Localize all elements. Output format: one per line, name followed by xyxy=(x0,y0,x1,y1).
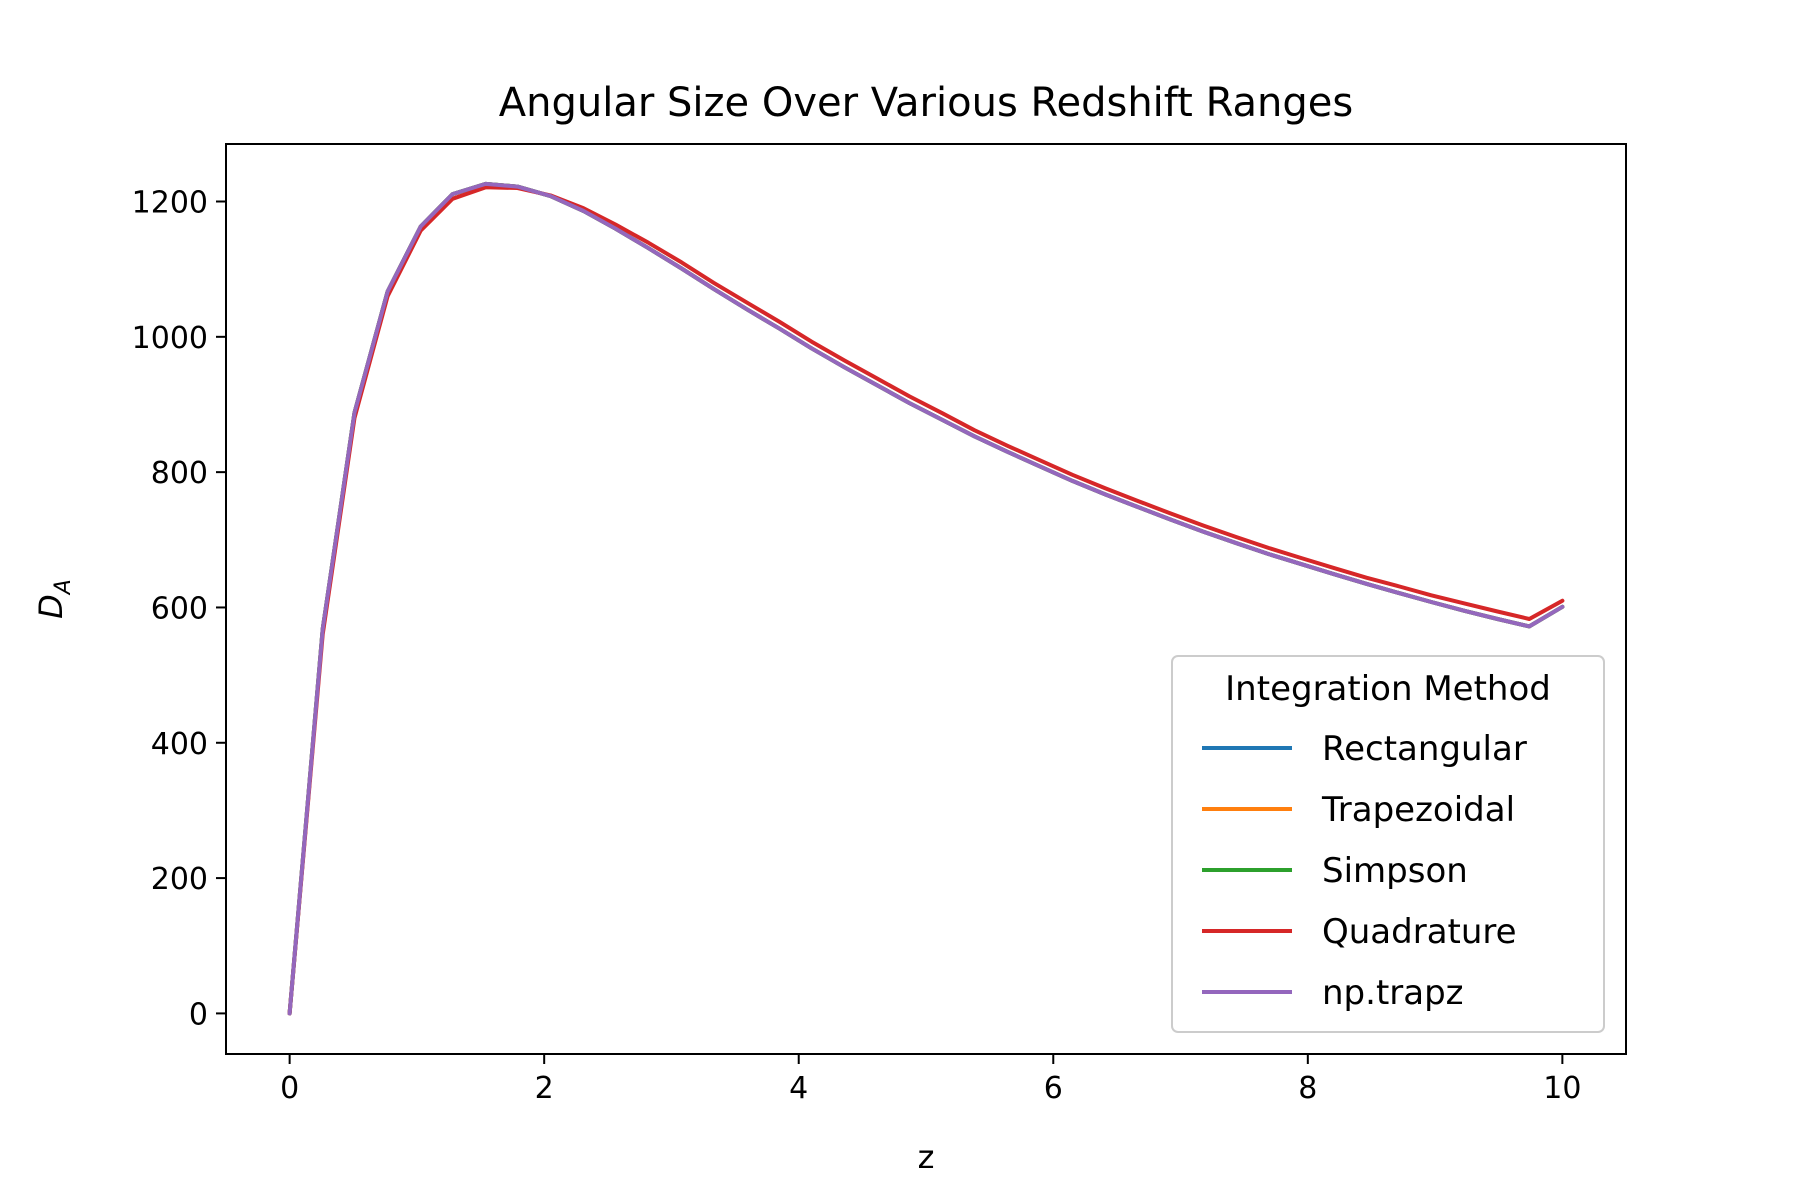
legend-label: Rectangular xyxy=(1322,729,1527,769)
legend-items: Rectangular Trapezoidal Simpson Quadrature n… xyxy=(1202,729,1527,1013)
y-tick-label: 600 xyxy=(151,591,208,626)
chart-title: Angular Size Over Various Redshift Range… xyxy=(499,80,1353,126)
y-tick-label: 400 xyxy=(151,727,208,762)
legend-label: Simpson xyxy=(1322,851,1468,891)
legend-title: Integration Method xyxy=(1225,669,1551,709)
y-axis-label-sub: A xyxy=(51,579,76,596)
series-lines xyxy=(287,181,1565,1016)
y-tick-label: 0 xyxy=(189,997,208,1032)
y-axis-label-main: D xyxy=(32,594,70,619)
x-tick-label: 2 xyxy=(535,1071,554,1106)
y-tick-label: 200 xyxy=(151,862,208,897)
x-axis-label: z xyxy=(918,1138,935,1176)
y-tick-label: 1000 xyxy=(132,321,208,356)
y-axis-label: DA xyxy=(32,579,76,619)
y-tick-label: 1200 xyxy=(132,186,208,221)
y-tick-label: 800 xyxy=(151,456,208,491)
plot-frame xyxy=(225,143,1627,1055)
x-tick-label: 6 xyxy=(1044,1071,1063,1106)
legend: Integration Method Rectangular Trapezoida… xyxy=(1171,655,1605,1033)
series-line-quadrature xyxy=(287,185,1565,1016)
series-line-np-trapz xyxy=(287,181,1565,1016)
x-axis-ticks: 0 2 4 6 8 10 xyxy=(280,1054,1581,1106)
x-tick-label: 4 xyxy=(789,1071,808,1106)
y-axis-ticks: 0 200 400 600 800 1000 1200 xyxy=(132,186,226,1032)
legend-label: Trapezoidal xyxy=(1321,790,1515,830)
legend-label: np.trapz xyxy=(1322,973,1464,1013)
legend-label: Quadrature xyxy=(1322,912,1517,952)
x-tick-label: 0 xyxy=(280,1071,299,1106)
x-tick-label: 8 xyxy=(1298,1071,1317,1106)
x-tick-label: 10 xyxy=(1543,1071,1581,1106)
